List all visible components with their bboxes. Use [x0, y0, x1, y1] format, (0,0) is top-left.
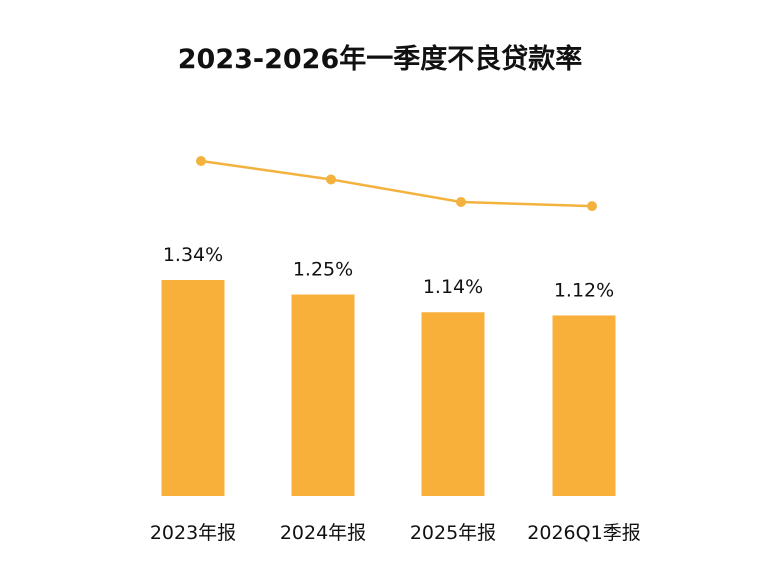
bar-2 [291, 294, 355, 496]
trend-point-1 [196, 156, 206, 166]
trend-point-4 [587, 201, 597, 212]
x-tick-label-3: 2025年报 [410, 522, 496, 544]
trend-line-group [196, 156, 597, 212]
bar-1 [161, 280, 225, 496]
bar-group [161, 280, 616, 496]
trend-point-2 [326, 174, 336, 185]
x-tick-label-1: 2023年报 [150, 522, 236, 544]
data-label-group: 1.34% 1.25% 1.14% 1.12% [163, 244, 614, 301]
data-label-3: 1.14% [423, 276, 483, 298]
data-label-1: 1.34% [163, 244, 223, 266]
x-tick-label-4: 2026Q1季报 [527, 522, 640, 544]
x-axis-tick-labels: 2023年报 2024年报 2025年报 2026Q1季报 [150, 522, 641, 544]
trend-line [200, 159, 593, 208]
trend-point-3 [456, 197, 466, 207]
bar-3 [421, 312, 485, 496]
chart-title: 2023-2026年一季度不良贷款率 [178, 43, 583, 75]
bar-4 [552, 315, 616, 496]
data-label-2: 1.25% [293, 259, 353, 281]
x-tick-label-2: 2024年报 [280, 522, 366, 544]
data-label-4: 1.12% [554, 279, 614, 301]
